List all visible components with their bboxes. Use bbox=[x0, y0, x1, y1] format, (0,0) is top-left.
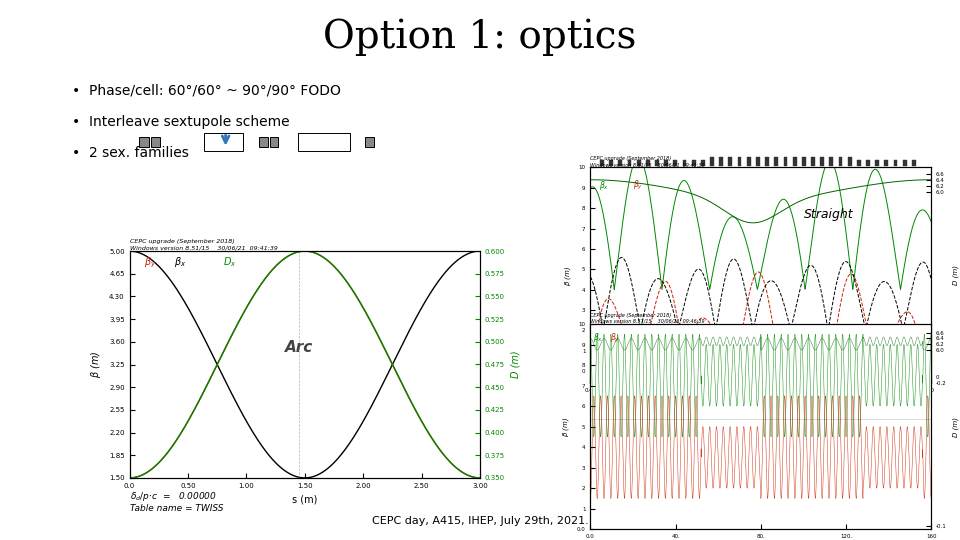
Bar bbox=[783, 316, 786, 323]
Bar bbox=[684, 316, 686, 323]
Bar bbox=[646, 160, 650, 166]
Bar bbox=[866, 160, 870, 166]
Bar bbox=[634, 316, 636, 323]
Bar bbox=[750, 316, 753, 323]
Bar bbox=[883, 316, 886, 323]
Bar bbox=[612, 316, 614, 323]
Bar bbox=[894, 160, 898, 166]
Bar bbox=[861, 316, 864, 323]
Bar bbox=[855, 316, 858, 323]
Bar bbox=[829, 157, 833, 166]
Bar bbox=[692, 160, 696, 166]
Bar bbox=[905, 316, 908, 323]
Bar bbox=[839, 316, 842, 323]
Text: Option 1: optics: Option 1: optics bbox=[324, 19, 636, 56]
Bar bbox=[877, 316, 880, 323]
Bar bbox=[610, 160, 613, 166]
Bar bbox=[629, 316, 632, 323]
Bar bbox=[365, 137, 374, 147]
Bar bbox=[701, 160, 705, 166]
Text: •  Interleave sextupole scheme: • Interleave sextupole scheme bbox=[72, 115, 290, 129]
Bar bbox=[817, 316, 820, 323]
Bar bbox=[857, 160, 861, 166]
Bar bbox=[298, 133, 350, 151]
Bar bbox=[850, 316, 852, 323]
Bar bbox=[678, 316, 681, 323]
Bar bbox=[756, 157, 760, 166]
Bar bbox=[876, 160, 879, 166]
Text: $\beta_x$: $\beta_x$ bbox=[592, 332, 603, 345]
Text: CEPC upgrade (September 2018)
Windows version 8.51/15    30/06/21  09:41:39: CEPC upgrade (September 2018) Windows ve… bbox=[590, 156, 705, 167]
Bar bbox=[673, 160, 677, 166]
Bar bbox=[695, 316, 698, 323]
X-axis label: s (m): s (m) bbox=[752, 399, 770, 406]
Y-axis label: D (m): D (m) bbox=[511, 350, 520, 379]
Text: •  2 sex. families: • 2 sex. families bbox=[72, 146, 189, 160]
Y-axis label: $\beta$ (m): $\beta$ (m) bbox=[563, 265, 573, 286]
Bar bbox=[689, 316, 692, 323]
Bar bbox=[778, 316, 780, 323]
Y-axis label: $\beta$ (m): $\beta$ (m) bbox=[89, 351, 104, 378]
Bar bbox=[711, 316, 714, 323]
Bar bbox=[767, 316, 770, 323]
Bar bbox=[728, 316, 731, 323]
Bar bbox=[866, 316, 869, 323]
Bar bbox=[772, 316, 775, 323]
Bar bbox=[811, 157, 815, 166]
Bar bbox=[739, 316, 742, 323]
Bar bbox=[651, 316, 654, 323]
Bar bbox=[844, 316, 847, 323]
Bar bbox=[600, 160, 604, 166]
Text: Arc: Arc bbox=[285, 340, 313, 355]
Bar bbox=[617, 316, 620, 323]
Bar bbox=[775, 157, 779, 166]
Bar bbox=[811, 316, 814, 323]
Bar bbox=[667, 316, 670, 323]
Bar bbox=[719, 157, 723, 166]
Bar bbox=[756, 316, 758, 323]
Bar bbox=[888, 316, 891, 323]
Bar bbox=[645, 316, 648, 323]
Bar bbox=[872, 316, 875, 323]
Bar bbox=[139, 137, 149, 147]
Text: $D_x$: $D_x$ bbox=[223, 255, 236, 269]
Text: $\beta_y$: $\beta_y$ bbox=[144, 256, 156, 270]
Bar bbox=[151, 137, 160, 147]
Text: $\delta_d / p{\cdot}c$  =   0.00000
Table name = TWISS: $\delta_d / p{\cdot}c$ = 0.00000 Table n… bbox=[590, 395, 670, 418]
Bar bbox=[661, 316, 664, 323]
Bar bbox=[761, 316, 764, 323]
Bar bbox=[848, 157, 852, 166]
Bar bbox=[737, 157, 741, 166]
Bar bbox=[623, 316, 626, 323]
Bar bbox=[793, 157, 797, 166]
Bar bbox=[833, 316, 836, 323]
Bar bbox=[655, 160, 659, 166]
Bar bbox=[884, 160, 888, 166]
Text: $\beta_x$: $\beta_x$ bbox=[174, 255, 186, 269]
Bar bbox=[747, 157, 751, 166]
Text: CEPC upgrade (September 2018)
Windows version 8.51/15    30/06/21  09:41:39: CEPC upgrade (September 2018) Windows ve… bbox=[130, 239, 277, 250]
Bar bbox=[900, 316, 902, 323]
Text: CEPC upgrade (September 2018)
Windows version 8.51/15    30/06/21  09:46:39: CEPC upgrade (September 2018) Windows ve… bbox=[590, 313, 705, 323]
Text: $\beta_y$: $\beta_y$ bbox=[633, 179, 643, 192]
Bar bbox=[839, 157, 843, 166]
Bar bbox=[783, 157, 787, 166]
Bar bbox=[912, 160, 916, 166]
Text: $\delta_d / p{\cdot}c$  =   0.00000
Table name = TWISS: $\delta_d / p{\cdot}c$ = 0.00000 Table n… bbox=[130, 490, 223, 513]
Bar bbox=[270, 137, 278, 147]
Bar bbox=[673, 316, 676, 323]
Bar bbox=[916, 316, 919, 323]
Bar bbox=[601, 316, 604, 323]
Bar bbox=[729, 157, 732, 166]
Bar bbox=[910, 316, 913, 323]
Bar bbox=[595, 316, 598, 323]
Text: Straight: Straight bbox=[804, 208, 853, 221]
Bar bbox=[706, 316, 708, 323]
Y-axis label: D (m): D (m) bbox=[952, 265, 959, 286]
Bar bbox=[902, 160, 906, 166]
Bar bbox=[723, 316, 726, 323]
Bar bbox=[822, 316, 825, 323]
Bar bbox=[656, 316, 659, 323]
Bar bbox=[639, 316, 642, 323]
Bar bbox=[800, 316, 803, 323]
